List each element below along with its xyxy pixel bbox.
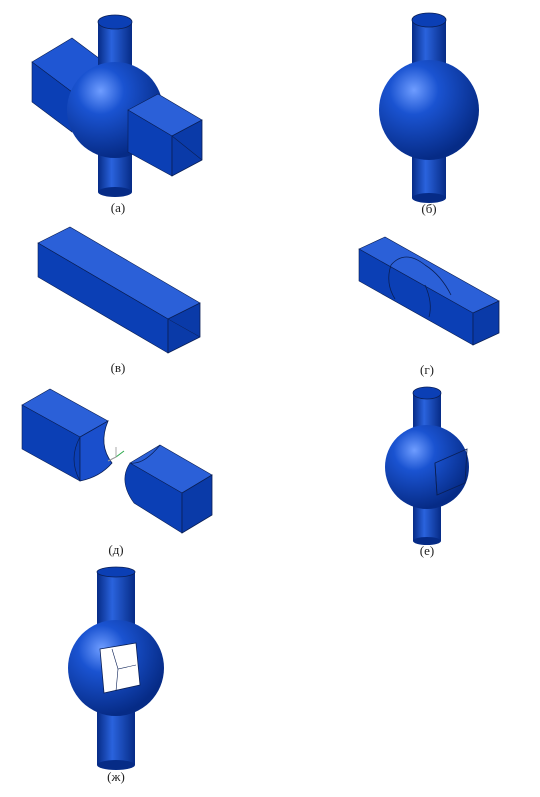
- panel-a: (а): [20, 10, 220, 215]
- panel-v-drawing: [37, 226, 201, 354]
- panel-b: (б): [365, 10, 495, 216]
- caption-zh: (ж): [107, 769, 125, 784]
- panel-d: (д): [20, 385, 220, 560]
- panel-g: (г): [355, 235, 505, 380]
- caption-v: (в): [110, 360, 126, 375]
- panel-e: (е): [375, 385, 485, 565]
- panel-zh: (ж): [60, 565, 180, 790]
- panel-v: (в): [30, 225, 210, 385]
- panel-a-drawing: [31, 14, 203, 197]
- panel-zh-drawing: [68, 566, 164, 770]
- panel-b-drawing: [379, 12, 479, 203]
- panel-g-drawing: [358, 236, 500, 346]
- caption-b: (б): [421, 201, 437, 216]
- caption-e: (е): [419, 543, 435, 558]
- caption-a: (а): [110, 200, 126, 215]
- caption-g: (г): [420, 362, 434, 377]
- caption-d: (д): [108, 542, 124, 557]
- panel-e-drawing: [385, 386, 469, 545]
- panel-d-drawing: [21, 388, 213, 534]
